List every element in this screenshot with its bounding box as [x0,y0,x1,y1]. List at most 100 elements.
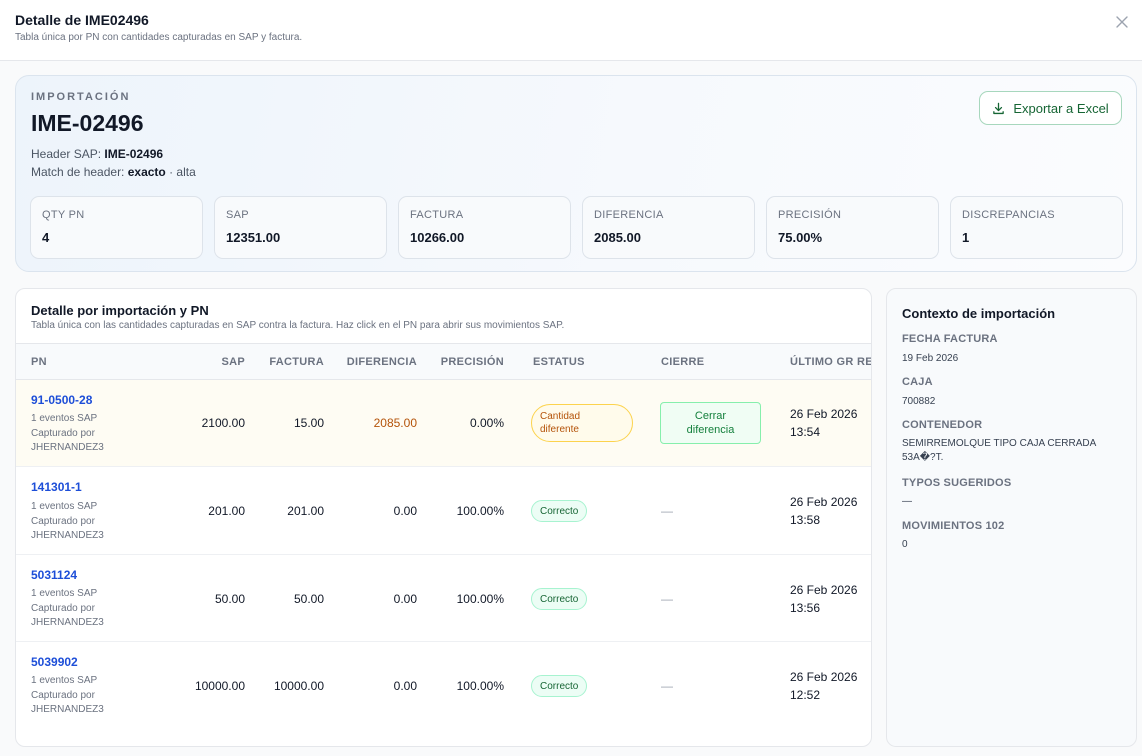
match-label: Match de header: [31,165,128,179]
pn-events: 1 eventos SAP [31,675,98,686]
table-row: 141301-1 1 eventos SAP Capturado por JHE… [16,467,871,555]
factura-value: 10000.00 [273,679,324,693]
diferencia-value: 0.00 [393,504,417,518]
stat-label: SAP [226,209,249,221]
table-row: 5039902 1 eventos SAP Capturado por JHER… [16,642,871,729]
stat-factura: FACTURA 10266.00 [398,196,571,259]
stat-value: 12351.00 [226,230,281,245]
last-gr-time: 13:54 [790,425,821,439]
export-excel-label: Exportar a Excel [1013,100,1109,116]
status-badge: Correcto [531,675,588,697]
column-header-factura: FACTURA [269,356,324,368]
import-context-card: Contexto de importación FECHA FACTURA 19… [886,288,1137,747]
last-gr-date: 26 Feb 2026 [790,495,858,509]
status-badge: Cantidad diferente [531,404,633,442]
modal-title: Detalle de IME02496 [15,12,149,28]
close-icon [1116,16,1128,28]
last-gr: 26 Feb 2026 13:54 [790,405,857,441]
table-header: PN SAP FACTURA DIFERENCIA PRECISIÓN ESTA… [16,343,872,380]
context-value-contenedor: SEMIRREMOLQUE TIPO CAJA CERRADA 53А�?T. [902,438,1096,463]
last-gr: 26 Feb 2026 13:58 [790,493,857,529]
close-difference-label: Cerrar diferencia [687,409,735,437]
status-badge: Correcto [531,588,588,610]
pn-events: 1 eventos SAP [31,501,98,512]
table-row: 91-0500-28 1 eventos SAP Capturado por J… [16,380,871,467]
pn-user: JHERNANDEZ3 [31,442,104,453]
column-header-pn: PN [31,356,47,368]
table-subtitle: Tabla única con las cantidades capturada… [31,320,565,331]
pn-user: JHERNANDEZ3 [31,704,104,715]
column-header-ultimo-gr: ÚLTIMO GR REAL [790,356,872,368]
precision-value: 100.00% [456,679,504,693]
cierre-empty: — [661,679,673,693]
cierre-empty: — [661,504,673,518]
column-header-diferencia: DIFERENCIA [346,356,417,368]
status-text-line1: Cantidad [540,411,581,422]
precision-value: 100.00% [456,592,504,606]
export-excel-button[interactable]: Exportar a Excel [979,91,1122,125]
close-difference-line1: Cerrar [694,410,727,422]
pn-link[interactable]: 141301-1 [31,480,82,494]
pn-meta: 1 eventos SAP Capturado por JHERNANDEZ3 [31,500,104,544]
modal-body: IMPORTACIÓN IME-02496 Header SAP: IME-02… [0,61,1142,756]
stat-discrepancias: DISCREPANCIAS 1 [950,196,1123,259]
last-gr: 26 Feb 2026 13:56 [790,581,857,617]
stat-diferencia: DIFERENCIA 2085.00 [582,196,755,259]
diferencia-value: 2085.00 [373,416,417,430]
pn-link[interactable]: 5039902 [31,655,78,669]
stat-value: 75.00% [778,230,823,245]
pn-events: 1 eventos SAP [31,413,98,424]
precision-value: 100.00% [456,504,504,518]
last-gr: 26 Feb 2026 12:52 [790,668,857,704]
column-header-cierre: CIERRE [661,356,705,368]
close-difference-line2: diferencia [686,424,735,436]
header-sap-line: Header SAP: IME-02496 [31,147,163,161]
stat-label: FACTURA [410,209,464,221]
stat-value: 2085.00 [594,230,641,245]
close-difference-button[interactable]: Cerrar diferencia [660,402,761,444]
download-icon [993,102,1005,114]
cierre-empty: — [661,592,673,606]
context-label-fecha-factura: FECHA FACTURA [902,333,998,345]
precision-value: 0.00% [469,416,504,430]
pn-captured-by: Capturado por [31,515,95,527]
table-row: 5031124 1 eventos SAP Capturado por JHER… [16,555,871,642]
pn-meta: 1 eventos SAP Capturado por JHERNANDEZ3 [31,674,104,718]
pn-meta: 1 eventos SAP Capturado por JHERNANDEZ3 [31,412,104,456]
pn-link[interactable]: 91-0500-28 [31,393,93,407]
last-gr-time: 12:52 [790,688,821,702]
context-value-fecha-factura: 19 Feb 2026 [902,353,959,364]
last-gr-time: 13:56 [790,601,821,615]
column-header-precision: PRECISIÓN [440,356,504,368]
close-button[interactable] [1112,12,1132,32]
stat-value: 10266.00 [410,230,465,245]
pn-user: JHERNANDEZ3 [31,617,104,628]
import-eyebrow: IMPORTACIÓN [31,91,131,103]
header-sap-value: IME-02496 [104,147,164,161]
stat-value: 1 [962,230,970,245]
column-header-estatus: ESTATUS [533,356,585,368]
pn-events: 1 eventos SAP [31,588,98,599]
pn-meta: 1 eventos SAP Capturado por JHERNANDEZ3 [31,587,104,631]
factura-value: 201.00 [287,504,324,518]
match-value: exacto [127,165,166,179]
stat-sap: SAP 12351.00 [214,196,387,259]
modal-subtitle: Tabla única por PN con cantidades captur… [15,32,303,43]
context-label-movimientos-102: MOVIMIENTOS 102 [902,520,1005,532]
last-gr-date: 26 Feb 2026 [790,407,858,421]
table-title: Detalle por importación y PN [31,303,209,318]
diferencia-value: 0.00 [393,679,417,693]
context-value-caja: 700882 [902,396,936,407]
factura-value: 15.00 [293,416,324,430]
stats-row: QTY PN 4 SAP 12351.00 FACTURA 10266.00 D… [30,196,1123,259]
sap-value: 50.00 [214,592,245,606]
pn-user: JHERNANDEZ3 [31,530,104,541]
match-header-line: Match de header: exacto · alta [31,165,196,179]
stat-label: DIFERENCIA [594,209,664,221]
pn-link[interactable]: 5031124 [31,568,78,582]
last-gr-time: 13:58 [790,513,821,527]
status-text: Cantidad diferente [540,410,580,436]
context-value-movimientos-102: 0 [902,539,908,550]
pn-captured-by: Capturado por [31,689,95,701]
context-label-typos-sugeridos: TYPOS SUGERIDOS [902,477,1012,489]
